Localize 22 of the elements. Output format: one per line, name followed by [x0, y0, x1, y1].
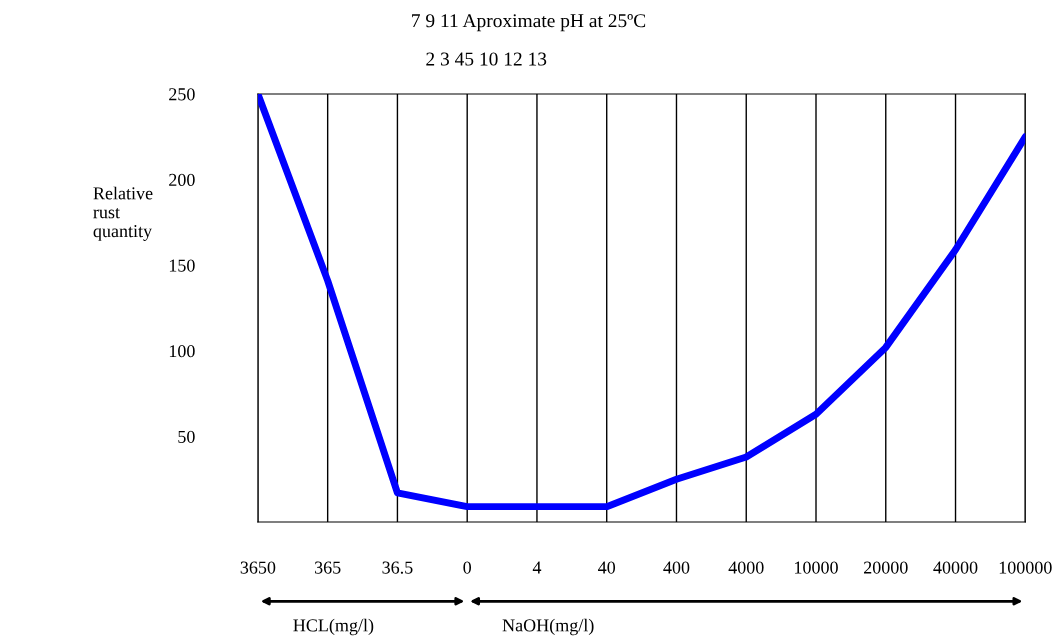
x-tick-label: 400	[663, 561, 690, 574]
text: HCL(mg/l)	[293, 618, 374, 636]
y-axis-title: Relative rust quantity	[93, 186, 153, 241]
y-tick-label: 200	[169, 173, 195, 186]
y-tick-label: 250	[169, 88, 195, 101]
x-tick-label: 100000	[999, 561, 1052, 574]
x-tick-label: 40	[598, 561, 616, 574]
x-tick-label: 40000	[933, 561, 978, 574]
chart-title: 7 9 11 Aproximate pH at 25ºC	[412, 14, 646, 32]
x-tick-label: 36.5	[382, 561, 413, 574]
x-tick-label: 10000	[795, 561, 838, 574]
y-tick-label: 100	[169, 345, 195, 358]
x-tick-label: 4	[532, 561, 542, 574]
x-tick-label: 20000	[863, 561, 908, 574]
chart-subtitle: 2 3 45 10 12 13	[426, 52, 547, 66]
x-tick-label: 3650	[240, 561, 276, 574]
x-tick-label: 365	[314, 561, 341, 574]
y-tick-label: 50	[178, 430, 195, 443]
x-tick-label: 4000	[728, 561, 764, 574]
text: NaOH(mg/l)	[502, 618, 594, 636]
x-tick-label: 0	[463, 561, 472, 574]
y-tick-label: 150	[169, 259, 195, 272]
